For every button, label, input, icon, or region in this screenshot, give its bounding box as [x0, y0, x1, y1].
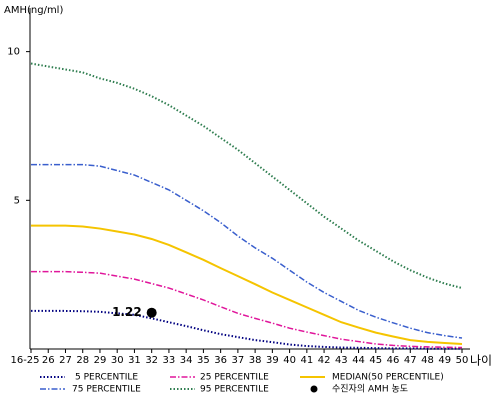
- legend-label: 95 PERCENTILE: [200, 385, 269, 395]
- x-tick-label: 32: [145, 355, 158, 366]
- x-tick-label: 33: [163, 355, 176, 366]
- x-tick-label: 50: [456, 355, 469, 366]
- x-tick-label: 46: [387, 355, 400, 366]
- legend-label: MEDIAN(50 PERCENTILE): [332, 373, 444, 383]
- x-tick-label: 38: [249, 355, 262, 366]
- x-tick-label: 31: [128, 355, 141, 366]
- x-tick-label: 44: [352, 355, 365, 366]
- x-tick-label: 42: [318, 355, 331, 366]
- legend-label: 75 PERCENTILE: [72, 385, 141, 395]
- x-tick-label: 26: [42, 355, 55, 366]
- x-axis-label: 나이: [470, 354, 492, 368]
- patient-point: [146, 307, 157, 318]
- legend-label: 5 PERCENTILE: [75, 373, 138, 383]
- x-tick-label: 43: [335, 355, 348, 366]
- y-tick-label: 5: [14, 195, 20, 206]
- x-tick-label: 34: [180, 355, 193, 366]
- legend-label: 25 PERCENTILE: [200, 373, 269, 383]
- x-tick-label: 40: [283, 355, 296, 366]
- x-tick-label: 37: [232, 355, 245, 366]
- x-tick-label: 30: [111, 355, 124, 366]
- x-tick-label: 36: [214, 355, 227, 366]
- y-tick-label: 10: [7, 47, 20, 58]
- x-tick-label: 35: [197, 355, 210, 366]
- x-tick-label: 47: [404, 355, 417, 366]
- series-line: [31, 270, 463, 349]
- series-line: [31, 163, 463, 339]
- x-tick-label: 48: [421, 355, 434, 366]
- x-tick-label: 39: [266, 355, 279, 366]
- x-tick-label: 29: [94, 355, 107, 366]
- x-tick-label: 41: [300, 355, 313, 366]
- x-tick-label: 27: [59, 355, 72, 366]
- patient-value-label: 1.22: [112, 305, 142, 319]
- x-tick-label: 49: [438, 355, 451, 366]
- x-tick-label: 28: [76, 355, 89, 366]
- series-line: [31, 309, 462, 350]
- legend-label: 수진자의 AMH 농도: [332, 384, 408, 395]
- series-line: [31, 224, 463, 345]
- x-tick-label: 16-25: [10, 355, 39, 366]
- x-tick-label: 45: [369, 355, 382, 366]
- series-line: [30, 62, 463, 290]
- legend-swatch: [310, 385, 318, 393]
- y-axis-label: AMH(ng/ml): [4, 5, 63, 16]
